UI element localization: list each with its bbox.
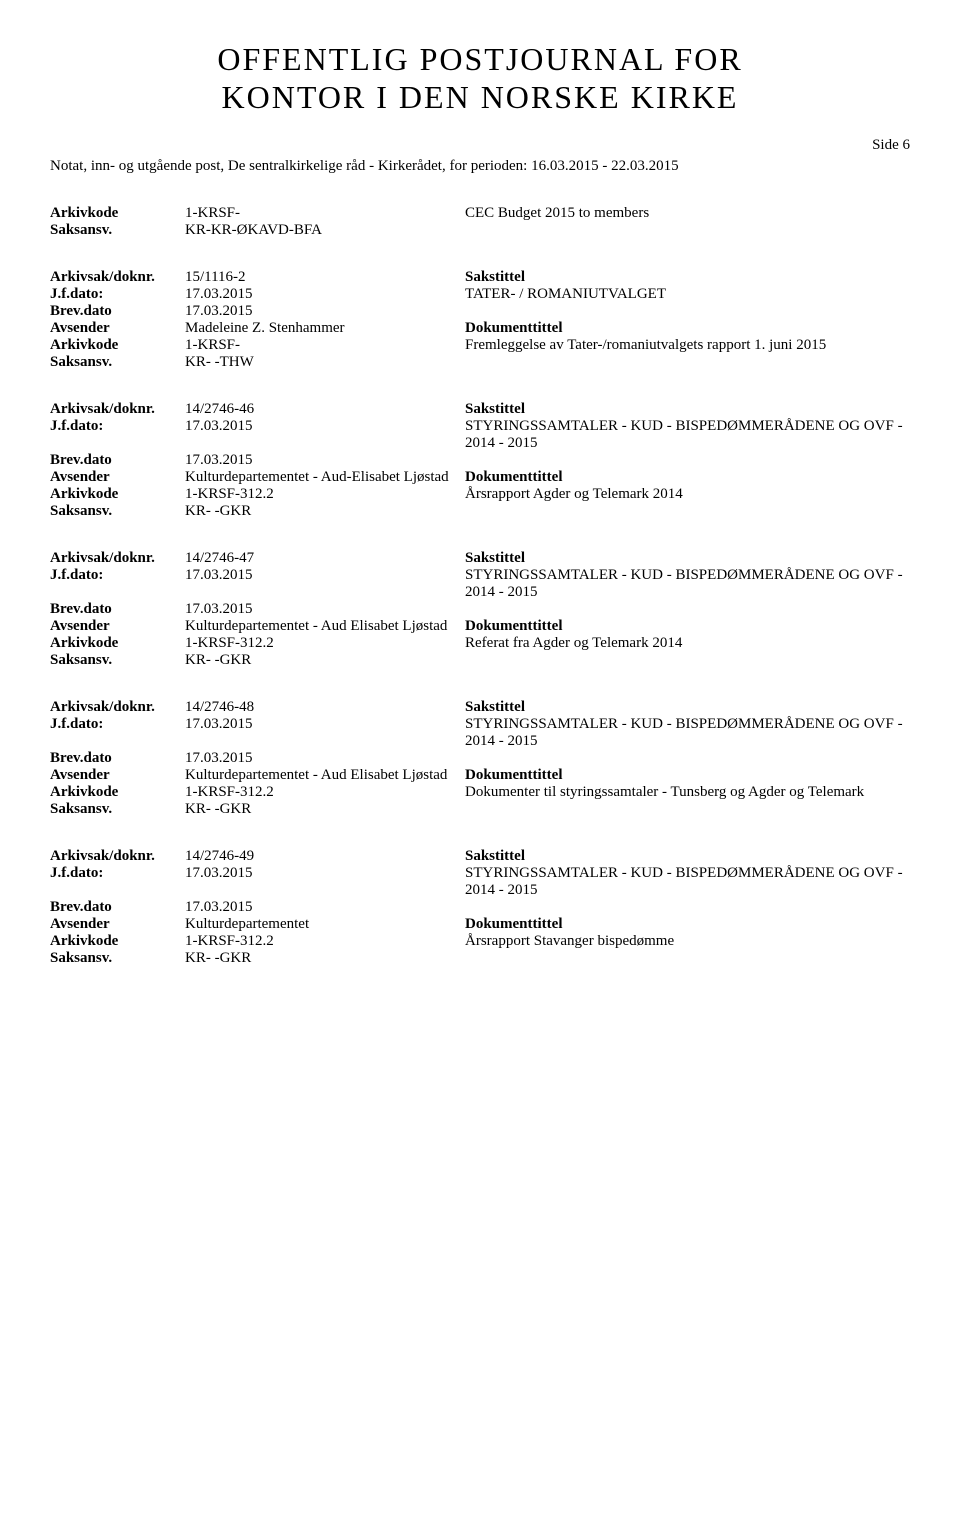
value-saksansv: KR- -GKR (185, 950, 465, 967)
label-saksansv: Saksansv. (50, 801, 185, 818)
label-saksansv: Saksansv. (50, 503, 185, 520)
value-jfdato: 17.03.2015 (185, 567, 465, 584)
subheader: Side 6 (50, 137, 910, 154)
value-arkivkode: 1-KRSF-312.2 (185, 635, 465, 652)
value-avsender: Madeleine Z. Stenhammer (185, 320, 465, 337)
value-arkivsak: 14/2746-49 (185, 848, 465, 865)
label-brevdato: Brev.dato (50, 303, 185, 320)
value-brevdato: 17.03.2015 (185, 899, 465, 916)
label-brevdato: Brev.dato (50, 899, 185, 916)
document-title: OFFENTLIG POSTJOURNAL FOR KONTOR I DEN N… (50, 40, 910, 117)
value-avsender: Kulturdepartementet (185, 916, 465, 933)
value-arkivsak: 14/2746-46 (185, 401, 465, 418)
value-saksansv: KR- -GKR (185, 503, 465, 520)
label-brevdato: Brev.dato (50, 452, 185, 469)
value-sakstittel: STYRINGSSAMTALER - KUD - BISPEDØMMERÅDEN… (465, 418, 910, 452)
value-brevdato: 17.03.2015 (185, 750, 465, 767)
value-arkivsak: 14/2746-47 (185, 550, 465, 567)
label-jfdato: J.f.dato: (50, 716, 185, 733)
label-brevdato: Brev.dato (50, 750, 185, 767)
label-dokumenttittel: Dokumenttittel (465, 767, 910, 784)
label-sakstittel: Sakstittel (465, 269, 910, 286)
journal-entry: Arkivsak/doknr.14/2746-46 J.f.dato:17.03… (50, 401, 910, 520)
value-saksansv: KR-KR-ØKAVD-BFA (185, 222, 465, 239)
label-arkivkode: Arkivkode (50, 205, 185, 222)
value-arkivkode: 1-KRSF- (185, 205, 465, 222)
journal-entry: Arkivsak/doknr.14/2746-48 J.f.dato:17.03… (50, 699, 910, 818)
label-dokumenttittel: Dokumenttittel (465, 618, 910, 635)
label-arkivsak: Arkivsak/doknr. (50, 269, 185, 286)
value-arkivkode: 1-KRSF-312.2 (185, 933, 465, 950)
label-saksansv: Saksansv. (50, 222, 185, 239)
value-avsender: Kulturdepartementet - Aud-Elisabet Ljøst… (185, 469, 465, 486)
label-saksansv: Saksansv. (50, 652, 185, 669)
journal-entry: Arkivsak/doknr.14/2746-49 J.f.dato:17.03… (50, 848, 910, 967)
label-jfdato: J.f.dato: (50, 418, 185, 435)
label-brevdato: Brev.dato (50, 601, 185, 618)
value-avsender: Kulturdepartementet - Aud Elisabet Ljøst… (185, 618, 465, 635)
journal-entry: Arkivsak/doknr.14/2746-47 J.f.dato:17.03… (50, 550, 910, 669)
label-arkivkode: Arkivkode (50, 933, 185, 950)
label-saksansv: Saksansv. (50, 950, 185, 967)
label-arkivkode: Arkivkode (50, 486, 185, 503)
entries-container: Arkivkode1-KRSF- Saksansv.KR-KR-ØKAVD-BF… (50, 205, 910, 967)
period-text: Notat, inn- og utgående post, De sentral… (50, 158, 910, 175)
title-line-1: OFFENTLIG POSTJOURNAL FOR (217, 41, 742, 77)
label-sakstittel: Sakstittel (465, 401, 910, 418)
value-dokumenttittel: Årsrapport Agder og Telemark 2014 (465, 486, 910, 503)
value-dokumenttittel: Fremleggelse av Tater-/romaniutvalgets r… (465, 337, 910, 354)
value-brevdato: 17.03.2015 (185, 452, 465, 469)
label-sakstittel: Sakstittel (465, 848, 910, 865)
value-sakstittel: STYRINGSSAMTALER - KUD - BISPEDØMMERÅDEN… (465, 716, 910, 750)
label-avsender: Avsender (50, 767, 185, 784)
value-dokumenttittel: CEC Budget 2015 to members (465, 205, 910, 222)
label-arkivsak: Arkivsak/doknr. (50, 848, 185, 865)
label-arkivkode: Arkivkode (50, 337, 185, 354)
value-arkivkode: 1-KRSF-312.2 (185, 486, 465, 503)
label-arkivsak: Arkivsak/doknr. (50, 699, 185, 716)
label-dokumenttittel: Dokumenttittel (465, 469, 910, 486)
journal-entry: Arkivsak/doknr.15/1116-2 J.f.dato:17.03.… (50, 269, 910, 371)
value-jfdato: 17.03.2015 (185, 865, 465, 882)
value-sakstittel: STYRINGSSAMTALER - KUD - BISPEDØMMERÅDEN… (465, 567, 910, 601)
label-jfdato: J.f.dato: (50, 865, 185, 882)
label-dokumenttittel: Dokumenttittel (465, 916, 910, 933)
label-avsender: Avsender (50, 469, 185, 486)
title-line-2: KONTOR I DEN NORSKE KIRKE (222, 79, 739, 115)
label-dokumenttittel: Dokumenttittel (465, 320, 910, 337)
label-avsender: Avsender (50, 916, 185, 933)
value-sakstittel: STYRINGSSAMTALER - KUD - BISPEDØMMERÅDEN… (465, 865, 910, 899)
page-side: Side 6 (872, 137, 910, 154)
value-dokumenttittel: Årsrapport Stavanger bispedømme (465, 933, 910, 950)
label-avsender: Avsender (50, 618, 185, 635)
value-arkivkode: 1-KRSF- (185, 337, 465, 354)
label-arkivsak: Arkivsak/doknr. (50, 401, 185, 418)
value-arkivkode: 1-KRSF-312.2 (185, 784, 465, 801)
value-jfdato: 17.03.2015 (185, 716, 465, 733)
value-dokumenttittel: Dokumenter til styringssamtaler - Tunsbe… (465, 784, 910, 801)
value-sakstittel: TATER- / ROMANIUTVALGET (465, 286, 910, 303)
value-saksansv: KR- -THW (185, 354, 465, 371)
label-arkivkode: Arkivkode (50, 784, 185, 801)
journal-entry: Arkivkode1-KRSF- Saksansv.KR-KR-ØKAVD-BF… (50, 205, 910, 239)
value-avsender: Kulturdepartementet - Aud Elisabet Ljøst… (185, 767, 465, 784)
value-brevdato: 17.03.2015 (185, 601, 465, 618)
label-saksansv: Saksansv. (50, 354, 185, 371)
value-arkivsak: 14/2746-48 (185, 699, 465, 716)
label-avsender: Avsender (50, 320, 185, 337)
label-jfdato: J.f.dato: (50, 567, 185, 584)
label-arkivsak: Arkivsak/doknr. (50, 550, 185, 567)
value-arkivsak: 15/1116-2 (185, 269, 465, 286)
value-jfdato: 17.03.2015 (185, 418, 465, 435)
value-dokumenttittel: Referat fra Agder og Telemark 2014 (465, 635, 910, 652)
value-brevdato: 17.03.2015 (185, 303, 465, 320)
value-saksansv: KR- -GKR (185, 801, 465, 818)
value-saksansv: KR- -GKR (185, 652, 465, 669)
label-jfdato: J.f.dato: (50, 286, 185, 303)
label-arkivkode: Arkivkode (50, 635, 185, 652)
label-sakstittel: Sakstittel (465, 550, 910, 567)
value-jfdato: 17.03.2015 (185, 286, 465, 303)
label-sakstittel: Sakstittel (465, 699, 910, 716)
